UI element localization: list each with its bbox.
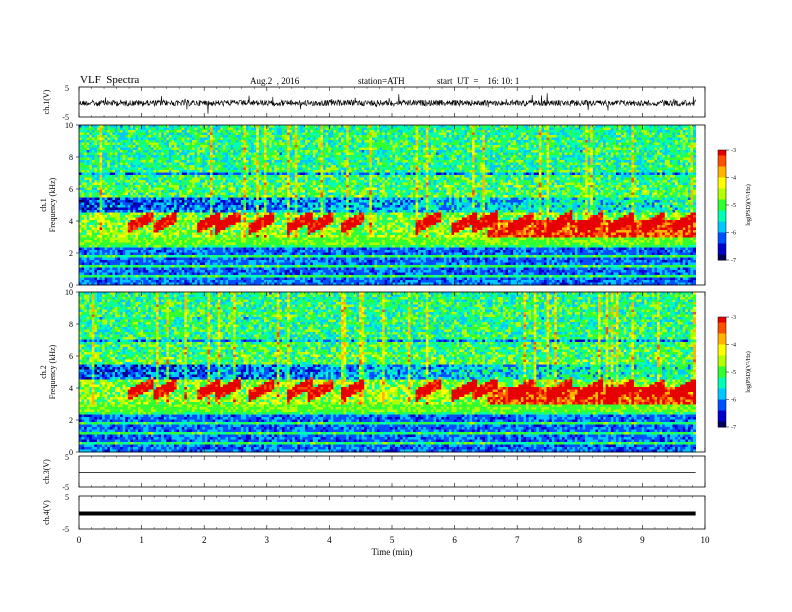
ytick-label: 5: [65, 453, 69, 462]
xtick-label: 10: [701, 535, 711, 545]
ytick-label: 5: [65, 493, 69, 502]
xtick-label: 5: [390, 535, 395, 545]
panel-frame-3: [79, 456, 705, 487]
xtick-label: 8: [578, 535, 583, 545]
ytick-label: 2: [69, 249, 73, 258]
ytick-label: 6: [69, 185, 73, 194]
ytick-label: 0: [69, 448, 73, 457]
ch1-spectrogram: [79, 125, 696, 285]
ytick-label: -5: [62, 483, 69, 492]
ylabel-4: ch.4(V): [42, 500, 51, 525]
ch2-spectrogram: [79, 292, 696, 452]
colorbar-label: log(PSD)(V²/Hz): [745, 184, 752, 225]
colorbar-label: log(PSD)(V²/Hz): [745, 351, 752, 392]
ytick-label: 4: [69, 384, 73, 393]
colorbar-tick-label: -7: [731, 258, 736, 264]
ytick-label: 2: [69, 416, 73, 425]
xtick-label: 1: [139, 535, 144, 545]
colorbar-tick-label: -3: [731, 148, 736, 154]
channel-label-2: ch.2: [39, 365, 48, 379]
xtick-label: 9: [640, 535, 645, 545]
ytick-label: 5: [65, 84, 69, 93]
xtick-label: 0: [77, 535, 82, 545]
panel-frame-0: [79, 87, 705, 117]
xtick-label: 6: [452, 535, 457, 545]
vlf-spectra-figure: 5-5ch.1(V)0246810ch.1 Frequency (kHz)-3-4…: [0, 0, 792, 612]
ylabel-2: Frequency (kHz): [48, 344, 57, 399]
colorbar-tick-label: -5: [731, 370, 736, 376]
colorbar-tick-label: -4: [731, 176, 736, 182]
colorbar-tick-label: -4: [731, 343, 736, 349]
xtick-label: 3: [265, 535, 270, 545]
ylabel-1: Frequency (kHz): [48, 177, 57, 232]
ytick-label: 10: [65, 288, 73, 297]
colorbar-tick-label: -6: [731, 231, 736, 237]
colorbar-tick-label: -7: [731, 425, 736, 431]
xtick-label: 4: [327, 535, 332, 545]
colorbar-1: [718, 150, 726, 261]
ytick-label: 8: [69, 320, 73, 329]
ytick-label: 10: [65, 121, 73, 130]
xtick-label: 2: [202, 535, 207, 545]
colorbar-2: [718, 317, 726, 428]
ytick-label: 6: [69, 352, 73, 361]
colorbar-tick-label: -6: [731, 398, 736, 404]
xaxis-label: Time (min): [372, 547, 413, 557]
ytick-label: 8: [69, 153, 73, 162]
ytick-label: 4: [69, 217, 73, 226]
ylabel-3: ch.3(V): [42, 459, 51, 484]
channel-label-1: ch.1: [39, 198, 48, 212]
xtick-label: 7: [515, 535, 520, 545]
colorbar-tick-label: -3: [731, 315, 736, 321]
colorbar-tick-label: -5: [731, 203, 736, 209]
ytick-label: -5: [62, 525, 69, 534]
ylabel-0: ch.1(V): [42, 89, 51, 114]
